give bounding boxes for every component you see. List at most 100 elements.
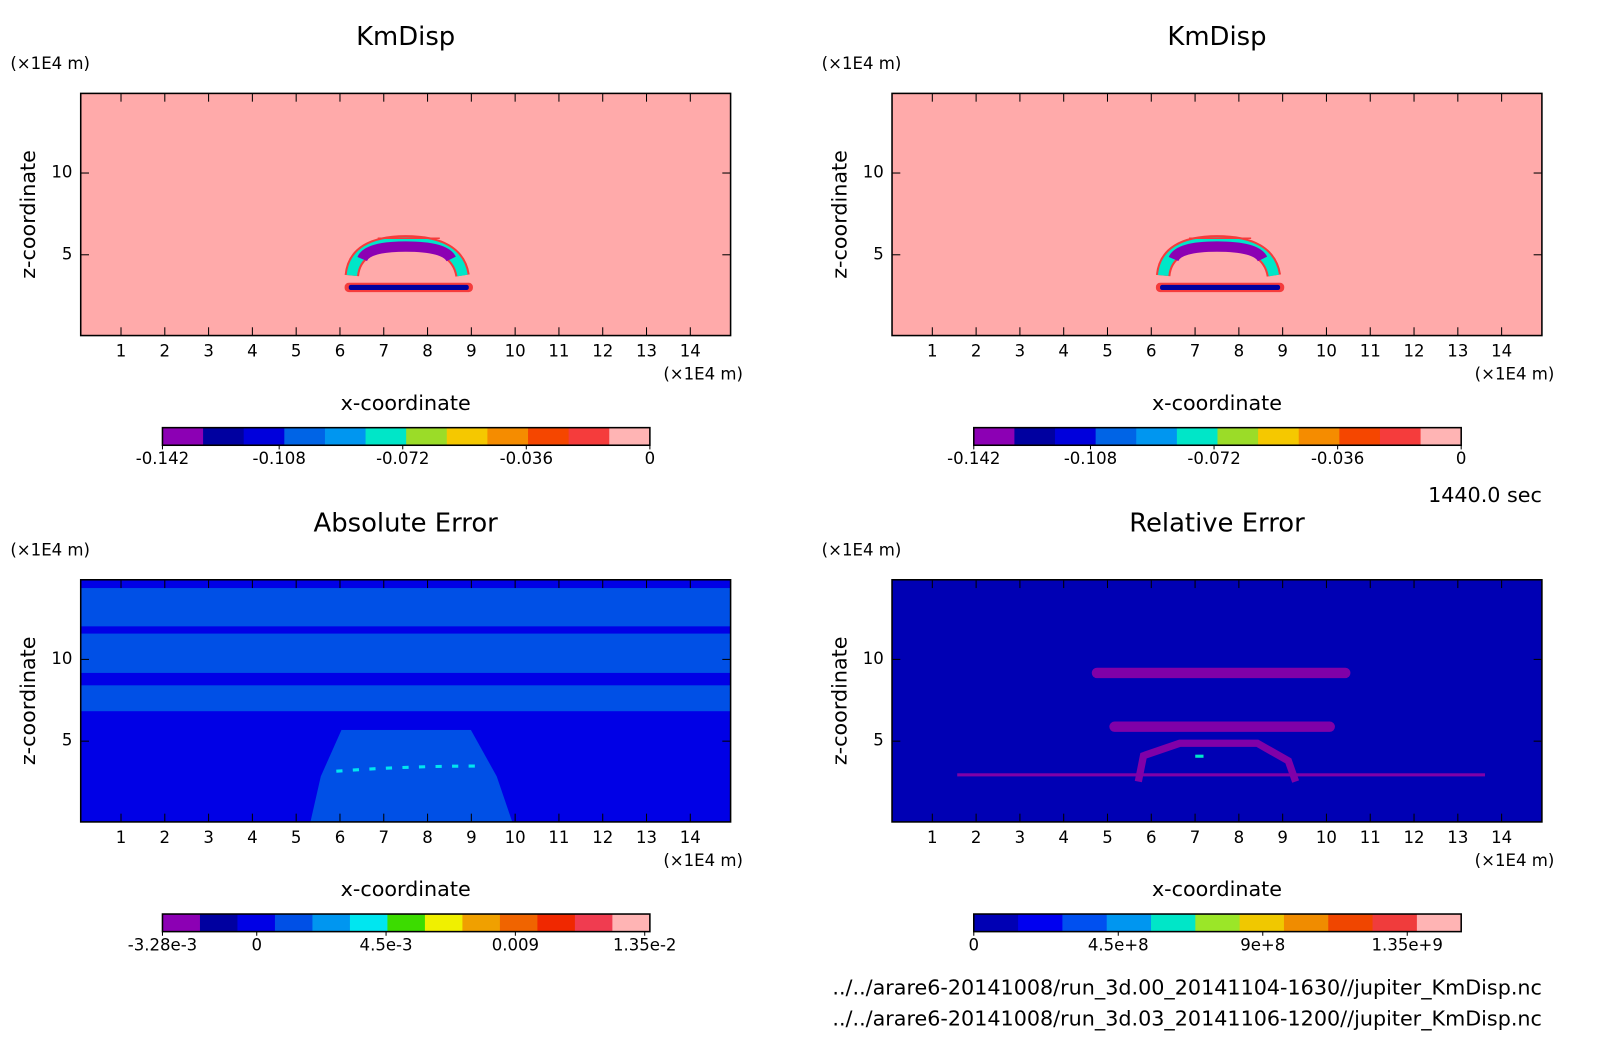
colorbar-level	[284, 427, 326, 446]
colorbar-level	[1014, 427, 1056, 446]
colorbar-tick-label: 4.5e-3	[360, 936, 413, 955]
field-structure	[80, 714, 731, 730]
x-tick-label: 13	[1447, 828, 1468, 847]
colorbar-frame	[161, 913, 651, 933]
x-tick-label: 6	[335, 342, 346, 361]
x-tick-label: 4	[1058, 342, 1069, 361]
x-axis-label: x-coordinate	[341, 877, 471, 901]
x-tick-label: 3	[1015, 828, 1026, 847]
x-axis-label: x-coordinate	[1152, 877, 1282, 901]
y-axis-label: z-coordinate	[16, 637, 40, 766]
colorbar-tick-label: 4.5e+8	[1088, 936, 1149, 955]
x-tick-label: 13	[1447, 342, 1468, 361]
x-tick-label: 12	[1404, 828, 1425, 847]
colorbar-frame	[973, 913, 1462, 933]
x-tick-label: 8	[1234, 342, 1245, 361]
x-tick-label: 14	[680, 828, 701, 847]
x-tick-label: 4	[247, 828, 258, 847]
x-tick-label: 12	[592, 828, 613, 847]
x-tick-label: 2	[971, 342, 982, 361]
x-unit: (×1E4 m)	[1475, 851, 1555, 870]
y-axis-label: z-coordinate	[827, 637, 851, 766]
colorbar-level	[568, 427, 610, 446]
field-structure	[357, 241, 456, 262]
x-tick-label: 1	[927, 342, 938, 361]
colorbar-level	[199, 914, 238, 932]
colorbar-level	[973, 914, 1019, 932]
x-tick-label: 9	[1277, 342, 1288, 361]
x-tick-label: 9	[466, 342, 477, 361]
colorbar-tick-label: -0.036	[500, 449, 553, 468]
colorbar-level	[1018, 914, 1063, 932]
colorbar-level	[1151, 914, 1196, 932]
colorbar-level	[365, 427, 407, 446]
contour-field	[80, 93, 731, 336]
colorbar-level	[1195, 914, 1241, 932]
x-unit: (×1E4 m)	[1475, 364, 1555, 383]
colorbar-level	[1379, 427, 1422, 446]
colorbar-level	[1217, 427, 1259, 446]
colorbar-level	[1176, 427, 1219, 446]
x-tick-label: 8	[422, 828, 433, 847]
colorbar-tick-label: 1.35e-2	[613, 936, 677, 955]
x-unit: (×1E4 m)	[663, 364, 743, 383]
colorbar-level	[312, 914, 351, 932]
time-label: 1440.0 sec	[1428, 483, 1542, 507]
panel-title: KmDisp	[356, 22, 455, 52]
colorbar-level	[162, 427, 204, 446]
colorbar-level	[424, 914, 463, 932]
colorbar-tick-label: -0.108	[253, 449, 306, 468]
panel-title: KmDisp	[1167, 22, 1266, 52]
y-unit: (×1E4 m)	[822, 54, 902, 73]
panel: KmDisp(×1E4 m)1 2 3 4 5 6 7 8 9 10 11 12 13 14510(×1E…	[822, 22, 1555, 468]
colorbar-tick-label: 0	[251, 936, 262, 955]
x-axis-label: x-coordinate	[1152, 391, 1282, 415]
colorbar-frame	[973, 426, 1462, 447]
plot-frame	[79, 92, 732, 337]
colorbar-level	[462, 914, 501, 932]
x-tick-label: 12	[1404, 342, 1425, 361]
x-tick-label: 7	[1190, 342, 1201, 361]
x-tick-label: 13	[636, 342, 657, 361]
colorbar-tick-label: 0	[645, 449, 656, 468]
x-tick-label: 11	[1360, 828, 1381, 847]
x-tick-label: 11	[548, 342, 569, 361]
colorbar-level	[1062, 914, 1108, 932]
x-tick-label: 6	[335, 828, 346, 847]
colorbar-tick-label: 0	[969, 936, 980, 955]
colorbar-tick-label: -0.142	[947, 449, 1000, 468]
field-structure	[1109, 721, 1335, 732]
x-tick-label: 5	[1102, 828, 1113, 847]
colorbar-tick-label: 1.35e+9	[1372, 936, 1443, 955]
x-unit: (×1E4 m)	[663, 851, 743, 870]
colorbar-level	[1328, 914, 1374, 932]
x-tick-label: 11	[548, 828, 569, 847]
colorbar-level	[499, 914, 538, 932]
y-tick-label: 10	[863, 163, 884, 182]
colorbar-level	[203, 427, 245, 446]
plot-frame	[891, 92, 1543, 337]
colorbar-level	[387, 914, 426, 932]
x-tick-label: 1	[116, 828, 127, 847]
x-tick-label: 5	[1102, 342, 1113, 361]
colorbar-tick-label: -0.072	[376, 449, 429, 468]
y-tick-label: 10	[863, 649, 884, 668]
x-tick-label: 12	[592, 342, 613, 361]
field-structure	[1160, 284, 1281, 291]
colorbar-level	[1258, 427, 1300, 446]
x-tick-label: 3	[203, 828, 214, 847]
colorbar-level	[1136, 427, 1178, 446]
x-tick-label: 6	[1146, 342, 1157, 361]
y-unit: (×1E4 m)	[822, 540, 902, 559]
colorbar-level	[574, 914, 613, 932]
colorbar-tick-label: -0.108	[1064, 449, 1117, 468]
x-tick-label: 5	[291, 828, 302, 847]
x-tick-label: 2	[971, 828, 982, 847]
x-axis-label: x-coordinate	[341, 391, 471, 415]
field-structure	[1168, 241, 1268, 262]
colorbar-level	[1416, 914, 1462, 932]
colorbar-level	[1372, 914, 1418, 932]
colorbar-level	[528, 427, 570, 446]
y-tick-label: 5	[62, 731, 73, 750]
